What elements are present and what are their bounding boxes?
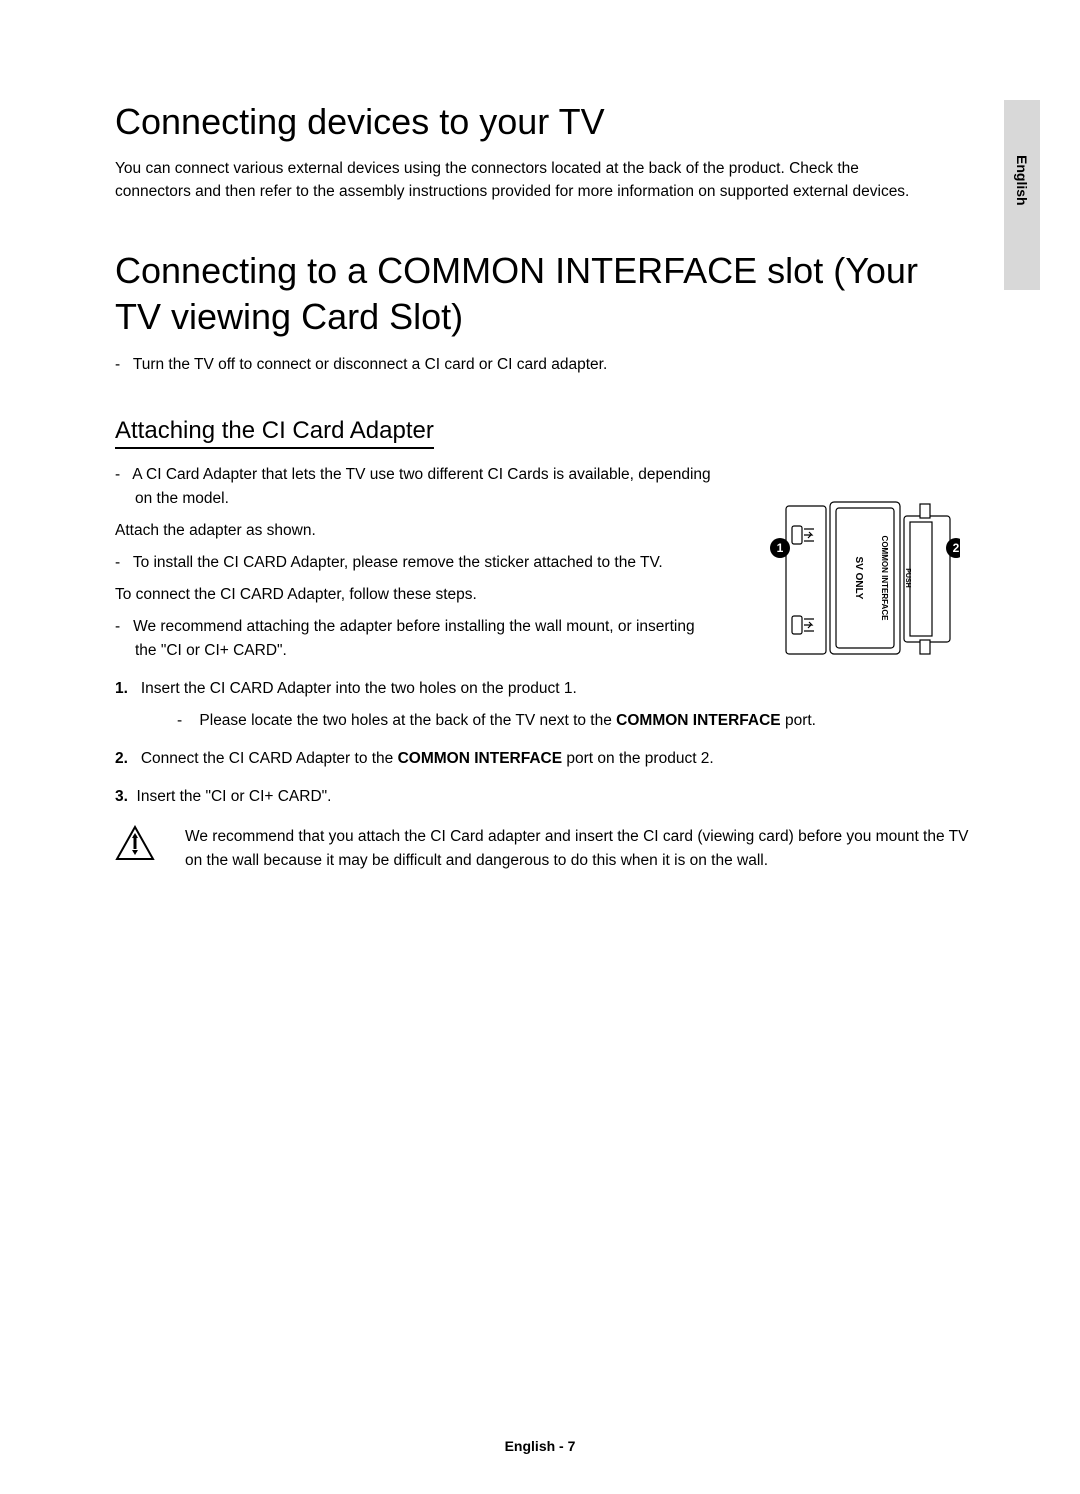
heading-connecting-devices: Connecting devices to your TV: [115, 100, 970, 143]
note-adapter-availability: A CI Card Adapter that lets the TV use t…: [115, 463, 715, 511]
warning-block: We recommend that you attach the CI Card…: [115, 825, 970, 873]
heading-common-interface: Connecting to a COMMON INTERFACE slot (Y…: [115, 248, 970, 342]
numbered-steps: Insert the CI CARD Adapter into the two …: [115, 677, 970, 809]
step-3: Insert the "CI or CI+ CARD".: [115, 785, 970, 809]
step-2: Connect the CI CARD Adapter to the COMMO…: [115, 747, 970, 771]
subheading-attaching-adapter: Attaching the CI Card Adapter: [115, 417, 434, 449]
page-footer: English - 7: [0, 1438, 1080, 1454]
step-1: Insert the CI CARD Adapter into the two …: [115, 677, 970, 733]
step-1-sub: Please locate the two holes at the back …: [141, 709, 970, 733]
note-remove-sticker: To install the CI CARD Adapter, please r…: [115, 551, 715, 575]
note-recommend-before-mount: We recommend attaching the adapter befor…: [115, 615, 715, 663]
svg-text:COMMON INTERFACE: COMMON INTERFACE: [880, 536, 889, 622]
text-attach-as-shown: Attach the adapter as shown.: [115, 519, 715, 543]
svg-text:2: 2: [953, 541, 960, 555]
warning-icon: [115, 825, 155, 873]
svg-text:SV ONLY: SV ONLY: [853, 557, 864, 600]
text-follow-steps: To connect the CI CARD Adapter, follow t…: [115, 583, 715, 607]
svg-text:PUSH: PUSH: [904, 568, 911, 587]
intro-paragraph: You can connect various external devices…: [115, 157, 925, 204]
ci-adapter-diagram: SV ONLY COMMON INTERFACE PUSH 1 2: [760, 498, 960, 658]
warning-text: We recommend that you attach the CI Card…: [185, 825, 970, 873]
note-turn-off: Turn the TV off to connect or disconnect…: [115, 353, 970, 377]
svg-text:1: 1: [777, 541, 784, 555]
